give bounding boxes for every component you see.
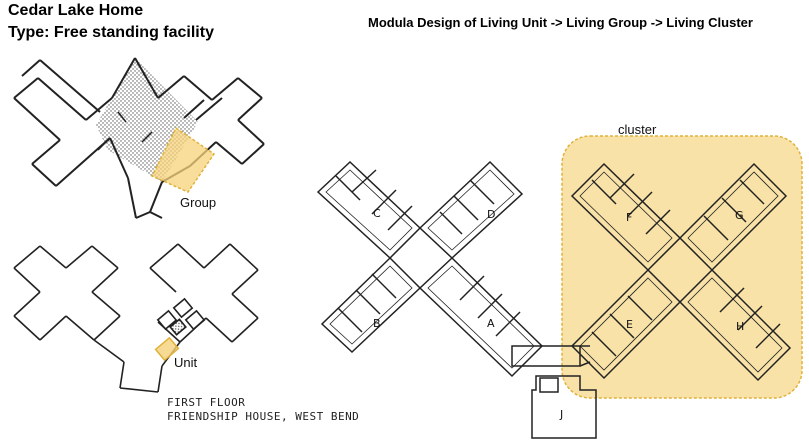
cluster-highlight: [561, 135, 803, 399]
plan-caption: FIRST FLOOR FRIENDSHIP HOUSE, WEST BEND: [167, 396, 359, 424]
wing-label-e: E: [626, 318, 633, 331]
wing-label-f: F: [626, 211, 632, 224]
caption-floor: FIRST FLOOR: [167, 396, 246, 409]
group-diagram: [13, 57, 265, 219]
facility-name: Cedar Lake Home: [8, 2, 144, 19]
wing-label-d: D: [487, 208, 495, 221]
middle-x-plan: [316, 160, 597, 439]
diagram-heading: Modula Design of Living Unit -> Living G…: [368, 15, 753, 30]
unit-diagram: [13, 243, 259, 393]
unit-label: Unit: [174, 355, 198, 370]
unit-highlight: [154, 336, 180, 362]
wing-label-b: B: [373, 317, 381, 330]
wing-label-g: G: [735, 209, 744, 222]
right-x-plan: [570, 162, 792, 382]
wing-label-a: A: [487, 317, 495, 330]
wing-label-c: C: [373, 207, 381, 220]
wing-label-j: J: [559, 408, 563, 421]
group-label: Group: [180, 195, 216, 210]
facility-type: Type: Free standing facility: [8, 24, 214, 41]
caption-building: FRIENDSHIP HOUSE, WEST BEND: [167, 410, 360, 423]
title-block: Cedar Lake Home Type: Free standing faci…: [8, 0, 214, 44]
wing-label-h: H: [736, 320, 744, 333]
cluster-label: cluster: [618, 122, 657, 137]
group-highlight: [150, 126, 216, 193]
